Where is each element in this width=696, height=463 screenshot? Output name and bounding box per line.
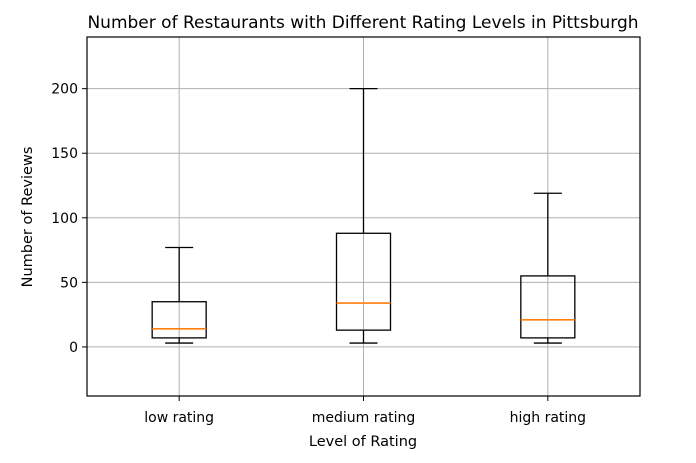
x-tick-label: medium rating	[312, 410, 415, 426]
iqr-box	[335, 232, 392, 331]
box-series	[151, 88, 576, 344]
x-axis-ticks: low rating medium rating high rating	[144, 396, 586, 426]
box-high-rating	[520, 192, 576, 344]
y-tick-label: 200	[51, 82, 78, 98]
iqr-box	[520, 275, 576, 339]
x-axis-label: Level of Rating	[309, 434, 417, 450]
y-tick-label: 0	[69, 340, 78, 356]
chart-title: Number of Restaurants with Different Rat…	[87, 13, 638, 33]
x-tick-label: high rating	[510, 410, 586, 426]
iqr-box	[151, 301, 207, 339]
y-tick-label: 150	[51, 146, 78, 162]
y-axis-ticks: 0 50 100 150 200	[51, 82, 87, 356]
box-low-rating	[151, 246, 207, 344]
y-tick-label: 100	[51, 211, 78, 227]
y-axis-label: Number of Reviews	[20, 147, 36, 288]
box-medium-rating	[335, 88, 392, 344]
y-tick-label: 50	[60, 275, 78, 291]
x-tick-label: low rating	[144, 410, 214, 426]
